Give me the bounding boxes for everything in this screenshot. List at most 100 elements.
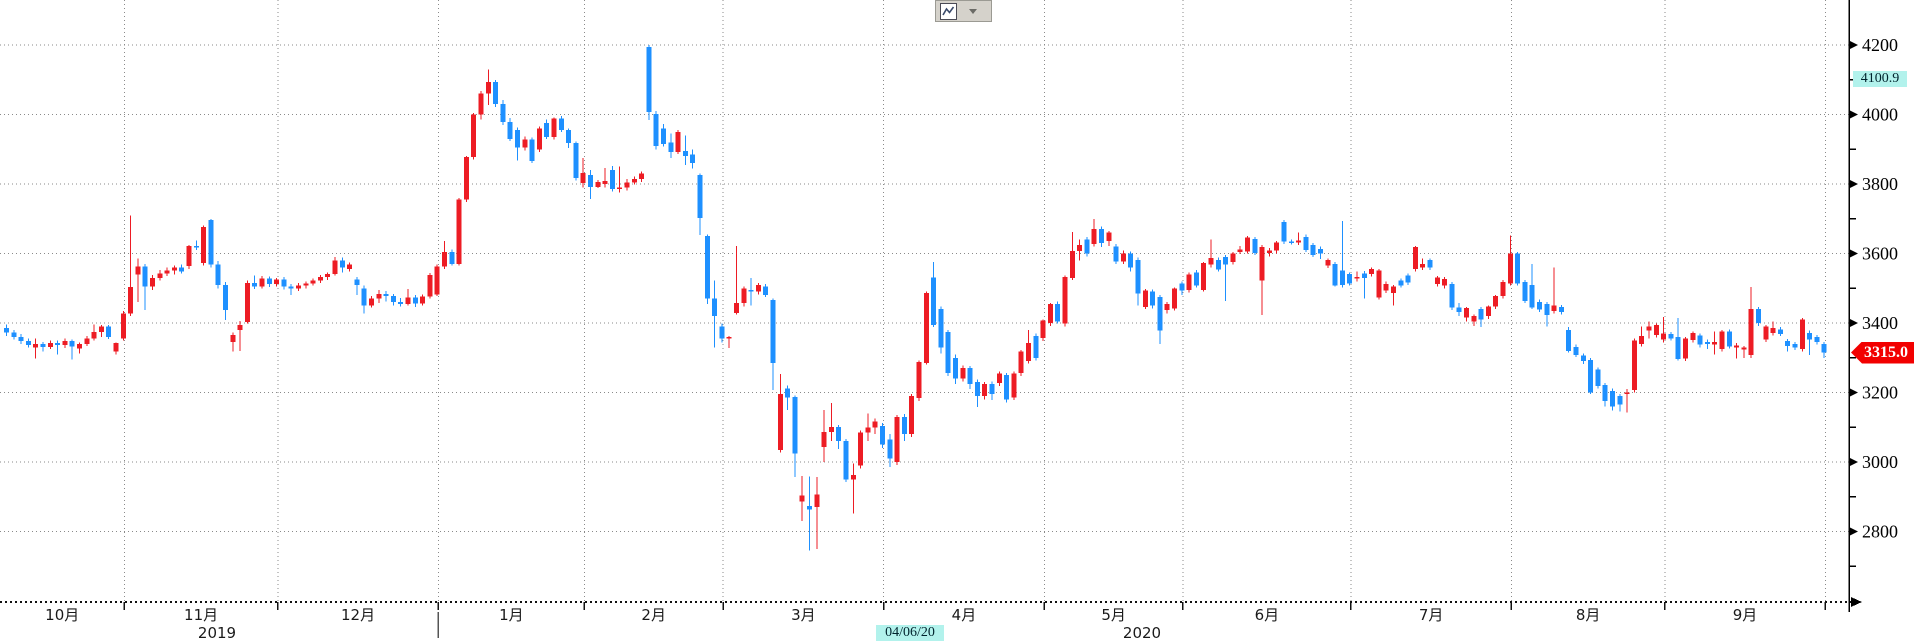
- candle-body: [872, 421, 878, 428]
- candle-body: [821, 432, 827, 448]
- candle-body: [1047, 303, 1053, 323]
- candle-body: [223, 284, 228, 311]
- candle-body: [471, 114, 477, 158]
- candle-body: [106, 326, 112, 337]
- candle-body: [953, 357, 958, 379]
- candle-body: [1018, 351, 1024, 374]
- candle-body: [1325, 260, 1331, 266]
- price-tick-arrow-icon: [1850, 319, 1858, 327]
- candle-body: [25, 341, 31, 346]
- candle-body: [142, 266, 148, 287]
- candle-body: [624, 182, 630, 188]
- candle-body: [1741, 347, 1747, 350]
- candle-body: [1661, 333, 1667, 340]
- current-price-tag: 3315.0: [1851, 341, 1914, 364]
- candle-body: [653, 114, 659, 146]
- candle-body: [157, 273, 163, 278]
- candle-body: [1142, 290, 1148, 308]
- candle-body: [1113, 246, 1119, 262]
- candle-body: [894, 416, 900, 462]
- candle-body: [164, 270, 170, 274]
- candle-body: [1157, 296, 1163, 331]
- candle-body: [814, 494, 820, 507]
- line-chart-glyph: [942, 6, 955, 15]
- candle-body: [1376, 270, 1382, 298]
- candle-body: [244, 283, 250, 322]
- candle-body: [69, 341, 75, 347]
- candle-body: [1785, 341, 1791, 346]
- candle-body: [901, 416, 907, 435]
- year-label: 2019: [198, 624, 236, 641]
- candle-body: [1347, 274, 1353, 284]
- price-tick-arrow-icon: [1850, 180, 1858, 188]
- candle-body: [369, 298, 374, 306]
- month-label: 5月: [1101, 606, 1126, 624]
- candle-body: [186, 245, 192, 267]
- crosshair-price-label: 4100.9: [1853, 71, 1907, 88]
- candle-body: [1456, 307, 1462, 313]
- candle-body: [1266, 250, 1272, 253]
- candle-body: [1814, 336, 1820, 343]
- candle-body: [1551, 305, 1557, 312]
- candle-body: [252, 283, 258, 287]
- price-axis-label: 3600: [1862, 244, 1898, 264]
- candle-body: [1062, 277, 1068, 324]
- candle-body: [602, 181, 608, 184]
- candle-body: [1303, 236, 1309, 251]
- candle-body: [332, 260, 338, 275]
- candle-body: [1478, 309, 1484, 320]
- candle-body: [40, 344, 46, 347]
- price-tick-arrow-icon: [1850, 388, 1858, 397]
- price-axis-label: 4000: [1862, 105, 1898, 125]
- candle-body: [449, 252, 455, 264]
- candle-body: [1398, 280, 1404, 286]
- candle-body: [836, 426, 842, 442]
- candle-body: [1084, 239, 1090, 254]
- candle-body: [1150, 291, 1156, 306]
- candle-body: [843, 441, 849, 480]
- candle-body: [1288, 241, 1294, 244]
- candle-body: [347, 264, 353, 269]
- candle-body: [1208, 258, 1214, 265]
- candle-body: [1573, 346, 1579, 355]
- candle-body: [383, 294, 389, 296]
- candle-body: [1668, 334, 1674, 339]
- candle-body: [1215, 260, 1221, 270]
- candle-body: [1434, 277, 1440, 285]
- candle-body: [1602, 384, 1608, 402]
- candle-body: [777, 394, 783, 451]
- candle-body: [361, 288, 367, 306]
- candle-body: [171, 267, 177, 271]
- candle-body: [55, 343, 61, 346]
- candle-body: [763, 286, 769, 296]
- candle-body: [631, 178, 637, 183]
- candle-body: [1091, 228, 1097, 244]
- price-axis-label: 3400: [1862, 313, 1898, 333]
- candle-body: [850, 475, 856, 480]
- candle-body: [755, 284, 761, 292]
- candle-body: [215, 264, 221, 285]
- candle-body: [1588, 359, 1594, 393]
- candle-body: [11, 332, 17, 337]
- candle-body: [697, 174, 703, 219]
- candle-body: [536, 128, 542, 150]
- candle-body: [1055, 303, 1061, 322]
- candle-body: [1077, 244, 1083, 252]
- candle-body: [573, 142, 579, 179]
- candle-body: [1770, 328, 1776, 334]
- candle-body: [1193, 272, 1199, 286]
- candle-body: [1237, 249, 1243, 252]
- candle-body: [1405, 275, 1411, 283]
- chart-type-button[interactable]: [935, 0, 992, 22]
- candle-body: [1544, 303, 1550, 316]
- candle-body: [712, 298, 718, 317]
- month-label: 2月: [641, 606, 666, 624]
- candle-body: [33, 344, 39, 348]
- candle-body: [376, 294, 382, 299]
- candle-body: [398, 302, 404, 304]
- candle-body: [551, 118, 557, 138]
- candle-body: [522, 139, 528, 148]
- candle-body: [1471, 316, 1477, 322]
- candle-body: [1777, 329, 1783, 334]
